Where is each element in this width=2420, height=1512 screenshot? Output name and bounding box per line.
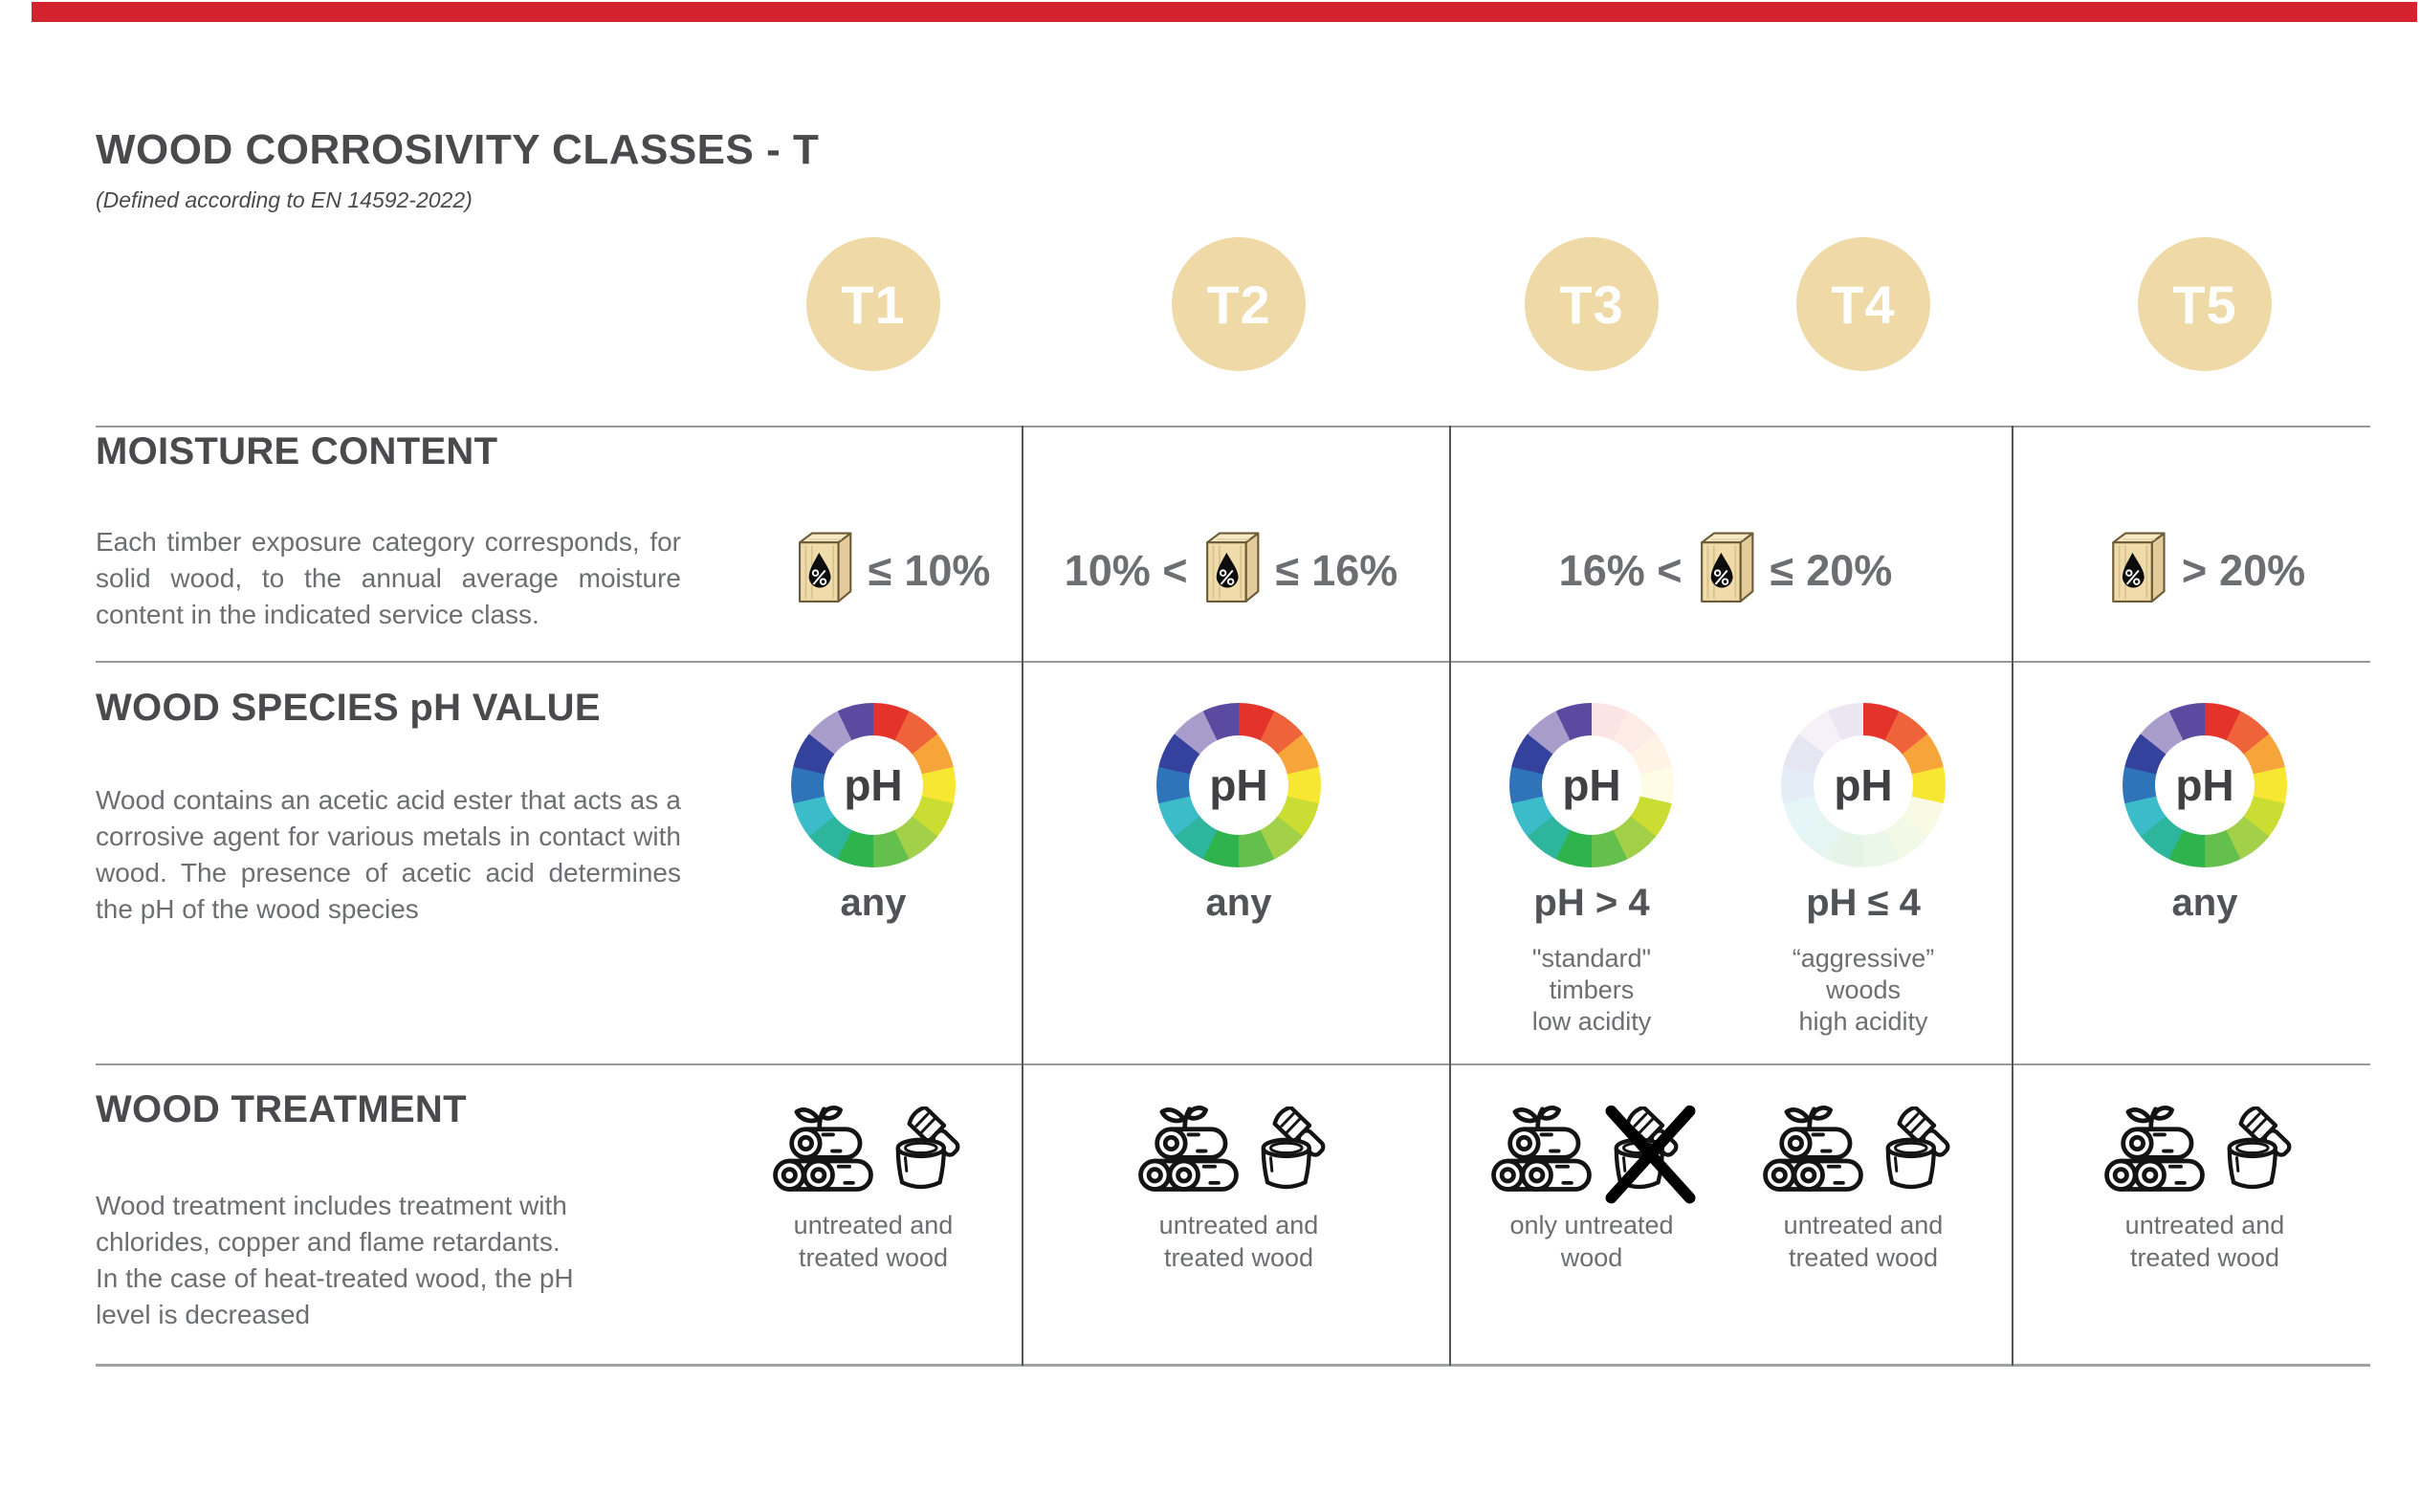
row-divider-bottom	[96, 1364, 2370, 1367]
ph-wheel-center-label: pH	[1209, 760, 1268, 810]
logs-icon	[1757, 1105, 1870, 1199]
treatment-label-t1: untreated and treated wood	[793, 1211, 954, 1272]
row-divider-top	[96, 426, 2370, 427]
column-divider-1	[1022, 426, 1023, 1366]
ph-heading: WOOD SPECIES pH VALUE	[96, 687, 601, 729]
row-divider-ph-treatment	[96, 1063, 2370, 1065]
moisture-value-t5: > 20%	[2106, 526, 2305, 616]
column-divider-3	[2012, 426, 2013, 1366]
moisture-description: Each timber exposure category correspond…	[96, 527, 681, 629]
paint-can-icon	[2220, 1107, 2312, 1199]
paint-can-wrap	[2220, 1107, 2312, 1199]
cross-icon	[1605, 1105, 1696, 1204]
ph-wheel-t1: pH	[791, 703, 956, 867]
class-badge-t3: T3	[1525, 237, 1659, 371]
ph-description: Wood contains an acetic acid ester that …	[96, 785, 681, 924]
wood-block-moisture-icon	[1200, 530, 1264, 612]
ph-wheel-hole: pH	[2155, 735, 2255, 835]
moisture-operator: >	[2181, 546, 2208, 595]
ph-value-label-t2: any	[1205, 882, 1272, 924]
page-subtitle: (Defined according to EN 14592-2022)	[96, 187, 473, 212]
ph-value-label-t3: pH > 4	[1533, 882, 1650, 924]
ph-wheel-t4: pH	[1781, 703, 1946, 867]
class-badge-t3-label: T3	[1559, 274, 1624, 335]
ph-wheel-t3: pH	[1509, 703, 1674, 867]
ph-wheel-hole: pH	[1542, 735, 1641, 835]
ph-caption-t4: “aggressive” woods high acidity	[1792, 944, 1935, 1036]
top-accent-bar	[32, 2, 2417, 22]
paint-can-wrap	[1605, 1105, 1699, 1204]
moisture-operator: ≤	[1275, 546, 1300, 595]
class-badge-t5: T5	[2138, 237, 2272, 371]
treatment-label-t2: untreated and treated wood	[1158, 1211, 1319, 1272]
treatment-label-t5: untreated and treated wood	[2124, 1211, 2285, 1272]
paint-can-wrap	[1879, 1107, 1970, 1199]
moisture-value-t3-t4: 16% < ≤ 20%	[1558, 526, 1893, 616]
class-badge-t2: T2	[1172, 237, 1306, 371]
moisture-value: 20%	[1806, 546, 1893, 595]
moisture-value-prefix: 16% <	[1558, 546, 1683, 595]
class-badge-t4-label: T4	[1831, 274, 1896, 335]
moisture-value: 10%	[904, 546, 991, 595]
paint-can-icon	[1254, 1107, 1346, 1199]
treatment-heading: WOOD TREATMENT	[96, 1088, 467, 1130]
treatment-label-t4: untreated and treated wood	[1783, 1211, 1944, 1272]
logs-icon	[767, 1105, 880, 1199]
ph-wheel-center-label: pH	[844, 760, 903, 810]
moisture-value-t2: 10% < ≤ 16%	[1064, 526, 1398, 616]
treatment-icons-t5	[2099, 1103, 2312, 1199]
moisture-value: 20%	[2219, 546, 2306, 595]
wood-block-moisture-icon	[2106, 530, 2169, 612]
ph-caption-t3: "standard" timbers low acidity	[1531, 944, 1652, 1036]
moisture-heading: MOISTURE CONTENT	[96, 430, 498, 472]
moisture-operator: ≤	[1770, 546, 1794, 595]
paint-can-icon	[889, 1107, 980, 1199]
treatment-icons-t4	[1757, 1103, 1970, 1199]
ph-wheel-t2: pH	[1156, 703, 1321, 867]
moisture-operator: ≤	[868, 546, 892, 595]
ph-wheel-center-label: pH	[1562, 760, 1621, 810]
logs-icon	[2099, 1105, 2211, 1199]
treatment-icons-t2	[1133, 1103, 1346, 1199]
logs-icon	[1485, 1105, 1598, 1199]
page-title: WOOD CORROSIVITY CLASSES - T	[96, 126, 820, 173]
class-badge-t2-label: T2	[1206, 274, 1271, 335]
wood-block-moisture-icon	[793, 530, 856, 612]
row-divider-moisture-ph	[96, 661, 2370, 663]
paint-can-icon	[1879, 1107, 1970, 1199]
column-divider-2	[1449, 426, 1451, 1366]
treatment-icons-t3	[1485, 1103, 1699, 1204]
treatment-description-line2: In the case of heat-treated wood, the pH…	[96, 1263, 574, 1329]
treatment-description-line1: Wood treatment includes treatment with c…	[96, 1191, 567, 1257]
moisture-value-t1: ≤ 10%	[793, 526, 991, 616]
class-badge-t1-label: T1	[841, 274, 906, 335]
class-badge-t4: T4	[1796, 237, 1930, 371]
treatment-icons-t1	[767, 1103, 980, 1199]
moisture-value: 16%	[1311, 546, 1398, 595]
ph-wheel-hole: pH	[824, 735, 923, 835]
ph-wheel-center-label: pH	[1834, 760, 1893, 810]
paint-can-wrap	[1254, 1107, 1346, 1199]
logs-icon	[1133, 1105, 1245, 1199]
ph-wheel-hole: pH	[1814, 735, 1913, 835]
wood-block-moisture-icon	[1695, 530, 1758, 612]
ph-value-label-t1: any	[840, 882, 907, 924]
class-badge-t5-label: T5	[2172, 274, 2237, 335]
ph-wheel-t5: pH	[2123, 703, 2287, 867]
treatment-label-t3: only untreated wood	[1509, 1211, 1674, 1272]
paint-can-wrap	[889, 1107, 980, 1199]
ph-wheel-hole: pH	[1189, 735, 1288, 835]
ph-wheel-center-label: pH	[2175, 760, 2234, 810]
ph-value-label-t4: pH ≤ 4	[1806, 882, 1921, 924]
ph-value-label-t5: any	[2171, 882, 2238, 924]
class-badge-t1: T1	[806, 237, 940, 371]
moisture-value-prefix: 10% <	[1064, 546, 1188, 595]
